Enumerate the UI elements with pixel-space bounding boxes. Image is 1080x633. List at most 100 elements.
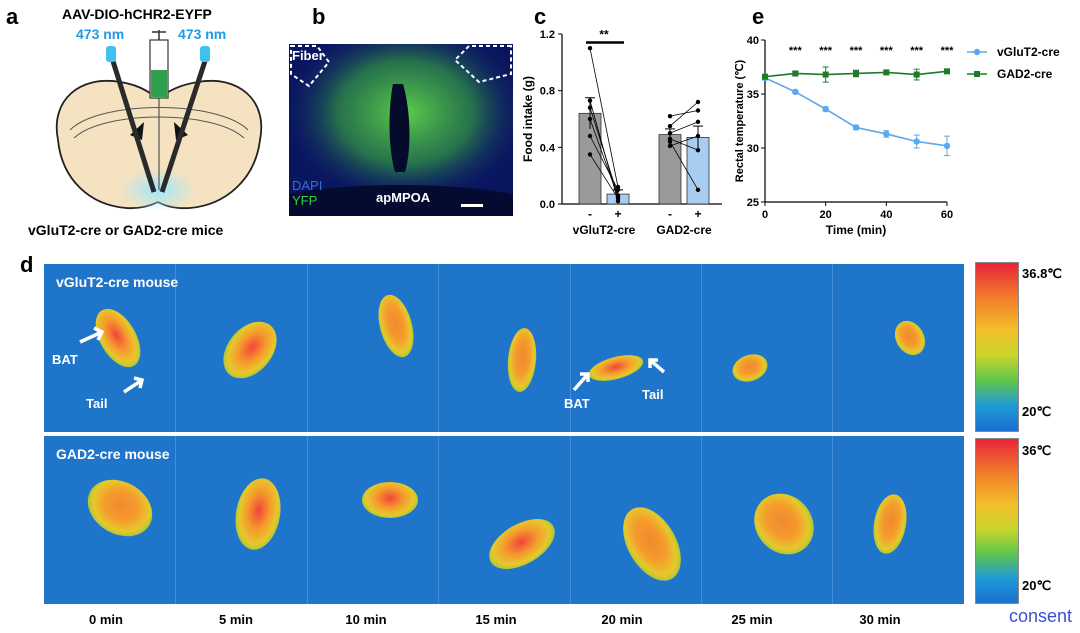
paired-line	[589, 154, 619, 199]
data-point	[667, 130, 673, 136]
data-point	[822, 71, 829, 78]
histology-image	[289, 44, 513, 216]
region-label: apMPOA	[376, 190, 431, 205]
group-label: vGluT2-cre	[573, 223, 636, 237]
arrow-icon	[648, 358, 666, 374]
data-point	[587, 45, 593, 51]
fiber-label: Fiber	[292, 48, 324, 63]
thermal-frame-divider	[438, 436, 440, 604]
x-tick-label: 40	[880, 209, 892, 221]
consent-link[interactable]: consent	[1008, 606, 1072, 626]
data-point	[695, 119, 701, 125]
food-intake-chart: 0.0 0.4 0.8 1.2 Food intake (g) ** - + - + vGluT2-…	[521, 27, 722, 237]
thermal-frame-divider	[701, 264, 702, 432]
data-point	[792, 88, 799, 96]
data-point	[913, 138, 920, 145]
significance-label: ***	[850, 45, 864, 57]
time-label: 25 min	[731, 612, 773, 627]
data-point	[695, 187, 701, 193]
x-tick-label: 20	[820, 209, 832, 221]
mouse-thermal-blob	[480, 508, 564, 580]
colorbar-top	[975, 262, 1019, 432]
colorbar-bottom-max: 36℃	[1022, 443, 1052, 458]
yfp-label: YFP	[292, 193, 318, 208]
thermal-frame-divider	[306, 436, 308, 604]
condition-label: -	[668, 207, 672, 221]
data-point	[587, 116, 593, 122]
data-point	[667, 139, 673, 144]
condition-label: +	[614, 207, 621, 221]
colorbar-top-min: 20℃	[1022, 404, 1052, 419]
laser-left-icon	[106, 46, 116, 62]
paired-line	[669, 121, 699, 134]
panel-d-letter: d	[20, 252, 34, 277]
time-label: 15 min	[475, 612, 517, 627]
colorbar-top-max: 36.8℃	[1022, 266, 1062, 281]
significance-label: ***	[880, 45, 894, 57]
data-point	[615, 196, 621, 201]
thermal-strip-gad2: GAD2-cre mouse	[44, 436, 964, 604]
arrow-icon	[572, 372, 590, 392]
thermal-frame-divider	[832, 264, 834, 432]
thermal-strip-vglut2: vGluT2-cre mouse	[44, 264, 964, 432]
condition-label: +	[694, 207, 701, 221]
panel-c-letter: c	[534, 4, 547, 29]
arrow-icon	[123, 376, 145, 394]
mouse-thermal-blob	[230, 474, 286, 554]
paired-line	[669, 110, 699, 117]
y-tick-label: 0.8	[540, 86, 555, 98]
legend-marker	[973, 48, 981, 56]
paired-line	[669, 135, 699, 147]
data-point	[615, 187, 621, 193]
data-point	[587, 98, 593, 103]
data-point	[853, 70, 859, 77]
significance-label: ***	[789, 45, 803, 57]
y-axis-label: Food intake (g)	[521, 76, 535, 162]
arrow-icon	[79, 326, 105, 344]
paired-line	[589, 135, 619, 191]
brain-schematic	[55, 30, 263, 212]
paired-line	[669, 138, 699, 151]
bat-label-2: BAT	[564, 396, 590, 411]
x-axis-label: Time (min)	[826, 223, 886, 237]
time-label: 30 min	[859, 612, 901, 627]
data-point	[883, 69, 890, 76]
rectal-temperature-chart: 25 30 35 40 0 20 40 60 Time (min) Rectal temperat…	[735, 35, 1060, 237]
mouse-thermal-blob	[869, 491, 911, 557]
legend-label: GAD2-cre	[997, 67, 1053, 81]
thermal-frame-divider	[306, 264, 308, 432]
y-tick-label: 30	[747, 143, 759, 155]
significance-label: **	[599, 27, 609, 41]
thermal-frame-divider	[701, 436, 702, 604]
tail-label-1: Tail	[86, 396, 108, 411]
data-point	[943, 142, 951, 150]
legend-marker	[974, 71, 980, 77]
data-point	[695, 147, 701, 153]
time-label: 10 min	[345, 612, 387, 627]
data-point	[667, 143, 673, 149]
data-point	[695, 133, 701, 139]
strip-title-gad2: GAD2-cre mouse	[56, 446, 170, 462]
time-label: 5 min	[219, 612, 253, 627]
y-tick-label: 0.4	[540, 142, 556, 154]
data-point	[762, 73, 768, 80]
data-point	[883, 130, 890, 138]
mouse-thermal-blob	[611, 497, 693, 591]
y-axis-label: Rectal temperature (℃)	[735, 59, 746, 182]
data-point	[822, 105, 829, 113]
wavelength-left: 473 nm	[76, 26, 125, 42]
thermal-frame-divider	[175, 436, 177, 604]
thermal-frame-divider	[175, 264, 177, 432]
mice-label: vGluT2-cre or GAD2-cre mice	[28, 222, 224, 238]
series-line	[764, 77, 948, 147]
thermal-frame-divider	[569, 264, 571, 432]
x-tick-label: 0	[762, 209, 768, 221]
data-point	[792, 70, 799, 77]
panel-a-letter: a	[6, 4, 19, 29]
time-label: 20 min	[601, 612, 643, 627]
panel-b-letter: b	[312, 4, 326, 29]
y-tick-label: 40	[747, 35, 759, 47]
thermal-frame-divider	[438, 264, 440, 432]
group-label: GAD2-cre	[656, 223, 712, 237]
mouse-thermal-blob	[362, 482, 418, 518]
